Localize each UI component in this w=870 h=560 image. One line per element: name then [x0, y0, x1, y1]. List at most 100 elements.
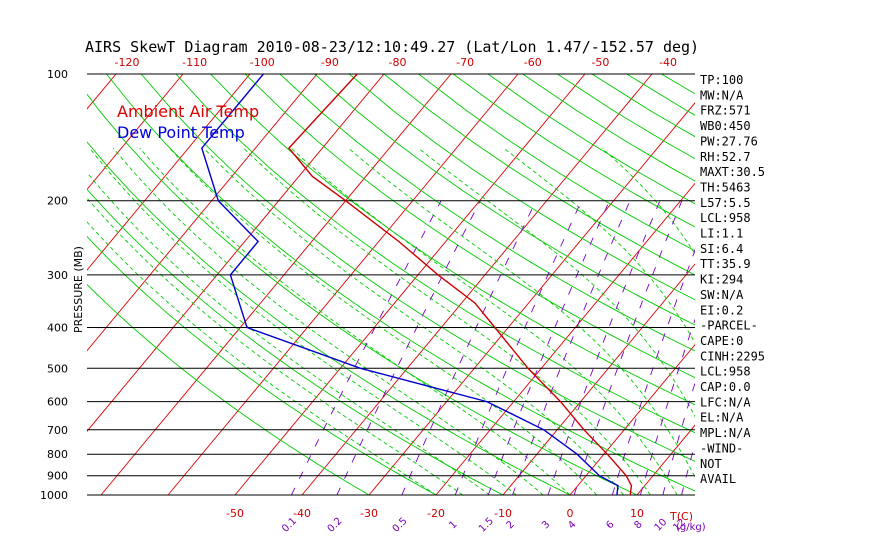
isotherm-line: [234, 74, 586, 496]
top-temp-tick-label: -60: [524, 56, 542, 69]
dry-adiabat: [210, 74, 695, 406]
bottom-temp-ticks: -50 -40 -30 -20 -10 0 10: [226, 507, 644, 520]
top-temp-tick-label: -70: [456, 56, 474, 69]
mixing-ratio-tick-label: 1: [447, 519, 459, 531]
dew-point-temp-line: [201, 74, 619, 496]
isotherm-line: [100, 74, 452, 496]
isotherm-line: [368, 102, 695, 496]
mixing-ratio-tick-label: 3: [540, 519, 552, 531]
dry-adiabat: [349, 74, 695, 301]
dry-adiabat: [106, 74, 695, 492]
index-label: LCL:958: [700, 211, 751, 225]
index-label: FRZ:571: [700, 104, 751, 118]
isotherm-line: [167, 74, 519, 496]
isotherm-line: [838, 74, 870, 495]
top-temp-tick-label: -110: [182, 56, 207, 69]
mixing-ratio-line: [813, 201, 870, 495]
index-label: EI:0.2: [700, 303, 743, 317]
moist-adiabat: [139, 147, 571, 496]
moist-adiabat: [417, 147, 695, 418]
moist-adiabat: [112, 147, 544, 496]
dry-adiabat: [87, 283, 370, 496]
index-label: MW:N/A: [700, 88, 744, 102]
isotherm-line: [87, 74, 385, 432]
isotherm-line: [0, 74, 49, 495]
mixing-ratio-unit: (g/kg): [676, 522, 706, 533]
chart-title: AIRS SkewT Diagram 2010-08-23/12:10:49.2…: [85, 38, 699, 56]
index-label: CINH:2295: [700, 349, 765, 363]
moist-adiabat: [89, 147, 517, 496]
legend-air-temp: Ambient Air Temp: [117, 102, 259, 121]
index-label: PW:27.76: [700, 134, 758, 148]
dry-adiabat: [314, 74, 695, 326]
index-label: EL:N/A: [700, 411, 744, 425]
index-label: LI:1.1: [700, 227, 743, 241]
index-label: SW:N/A: [700, 288, 744, 302]
pressure-tick-label: 900: [47, 470, 68, 483]
isotherm-line: [435, 182, 695, 496]
index-label: MPL:N/A: [700, 426, 751, 440]
mixing-ratio-tick-label: 2: [505, 519, 517, 531]
moist-adiabat: [290, 147, 678, 496]
moist-adiabat: [87, 221, 437, 496]
mixing-ratio-line: [736, 201, 817, 495]
isotherm-line: [87, 74, 318, 352]
index-label: TT:35.9: [700, 257, 751, 271]
mixing-ratio-line: [401, 200, 537, 496]
pressure-tick-label: 300: [47, 269, 68, 282]
index-label: NOT: [700, 457, 722, 471]
series-layer: [201, 74, 633, 496]
top-temp-tick-label: -50: [591, 56, 609, 69]
bottom-temp-tick-label: -10: [494, 507, 512, 520]
index-label: CAP:0.0: [700, 380, 751, 394]
bottom-temp-tick-label: -20: [427, 507, 445, 520]
moist-adiabat: [203, 147, 624, 496]
legend-dew-point: Dew Point Temp: [117, 123, 245, 142]
top-temp-tick-label: -80: [389, 56, 407, 69]
moist-adiabat: [243, 147, 651, 496]
dry-adiabat: [244, 74, 695, 379]
dry-adiabat: [453, 74, 695, 228]
bottom-temp-tick-label: 0: [567, 507, 574, 520]
dry-adiabat: [383, 74, 695, 276]
moist-adiabat: [87, 197, 464, 496]
dry-adiabat: [87, 235, 437, 496]
mixing-ratio-tick-label: 8: [632, 519, 644, 531]
y-axis-label: PRESSURE (MB): [72, 246, 85, 333]
ambient-air-temp-line: [287, 74, 633, 496]
mixing-ratio-line: [780, 201, 853, 495]
mixing-ratio-line: [487, 200, 610, 496]
isotherm-line: [87, 74, 184, 191]
pressure-tick-label: 800: [47, 448, 68, 461]
pressure-tick-label: 400: [47, 321, 68, 334]
pressure-tick-label: 1000: [40, 489, 68, 502]
bottom-temp-tick-label: 10: [630, 507, 644, 520]
index-label: -WIND-: [700, 441, 743, 455]
index-label: KI:294: [700, 273, 743, 287]
legend: Ambient Air Temp Dew Point Temp: [117, 102, 259, 142]
mixing-ratio-tick-label: 10: [653, 517, 670, 534]
dry-adiabat: [522, 74, 695, 182]
pressure-ticks: 100 200 300 400 500 600 700 800 900 1000: [40, 68, 68, 502]
index-label: TH:5463: [700, 180, 751, 194]
top-temp-tick-label: -120: [115, 56, 140, 69]
index-label: LCL:958: [700, 365, 751, 379]
bottom-temp-tick-label: -50: [226, 507, 244, 520]
mixing-ratio-line: [512, 200, 631, 496]
index-label: L57:5.5: [700, 196, 751, 210]
moist-adiabat: [348, 147, 695, 479]
isotherm-line: [771, 74, 870, 495]
mixing-ratio-line: [611, 249, 695, 496]
dry-adiabat: [175, 74, 695, 434]
index-label: WB0:450: [700, 119, 751, 133]
isobars: [87, 73, 695, 496]
mixing-ratio-line: [454, 200, 582, 496]
x-unit-label: T(C): [669, 510, 693, 523]
bottom-temp-tick-label: -40: [293, 507, 311, 520]
mixing-ratio-line: [760, 201, 837, 495]
top-temp-tick-label: -90: [321, 56, 339, 69]
moist-adiabat: [503, 147, 695, 345]
mixing-ratio-tick-label: 4: [566, 519, 578, 531]
pressure-tick-label: 700: [47, 424, 68, 437]
